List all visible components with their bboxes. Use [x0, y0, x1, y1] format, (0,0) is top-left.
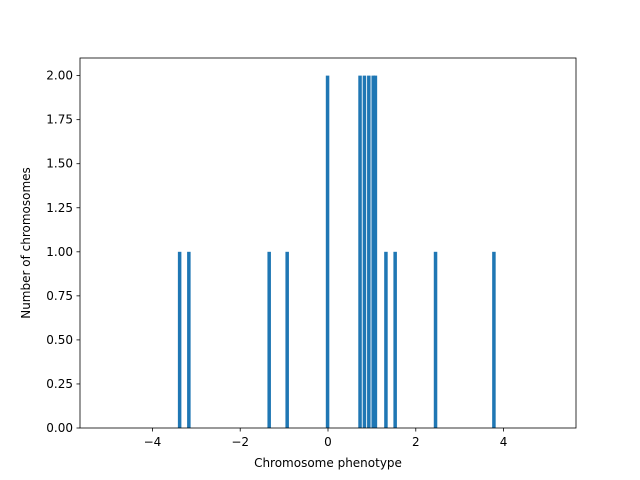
x-tick-label: 4	[500, 435, 508, 449]
y-axis-ticks: 0.00 0.25 0.50 0.75 1.00 1.25 1.50 1.75 2.00	[46, 69, 80, 435]
bar	[187, 251, 191, 428]
x-axis-ticks: −4 −2 0 2 4	[144, 428, 508, 449]
x-tick-label: −4	[144, 435, 162, 449]
y-tick-label: 1.50	[46, 157, 73, 171]
x-tick-label: −2	[231, 435, 249, 449]
bar	[384, 251, 388, 428]
bar	[373, 75, 378, 429]
bar	[492, 251, 496, 428]
bar	[267, 251, 271, 428]
y-tick-label: 0.50	[46, 333, 73, 347]
y-tick-label: 0.75	[46, 289, 73, 303]
y-axis-label: Number of chromosomes	[19, 167, 33, 319]
bar	[371, 75, 375, 429]
y-tick-label: 1.25	[46, 201, 73, 215]
x-tick-label: 2	[412, 435, 420, 449]
bar	[367, 75, 371, 429]
plot-frame	[79, 57, 577, 429]
bar	[325, 75, 330, 429]
bar	[177, 251, 182, 428]
x-tick-label: 0	[324, 435, 332, 449]
bar	[285, 251, 289, 428]
bar	[362, 75, 367, 429]
bar	[433, 251, 438, 428]
y-tick-label: 0.25	[46, 377, 73, 391]
x-axis-label: Chromosome phenotype	[254, 456, 402, 470]
bar	[393, 251, 397, 428]
y-tick-label: 1.00	[46, 245, 73, 259]
bar	[358, 75, 362, 429]
bars	[177, 75, 496, 429]
y-tick-label: 2.00	[46, 69, 73, 83]
y-tick-label: 0.00	[46, 421, 73, 435]
y-tick-label: 1.75	[46, 113, 73, 127]
